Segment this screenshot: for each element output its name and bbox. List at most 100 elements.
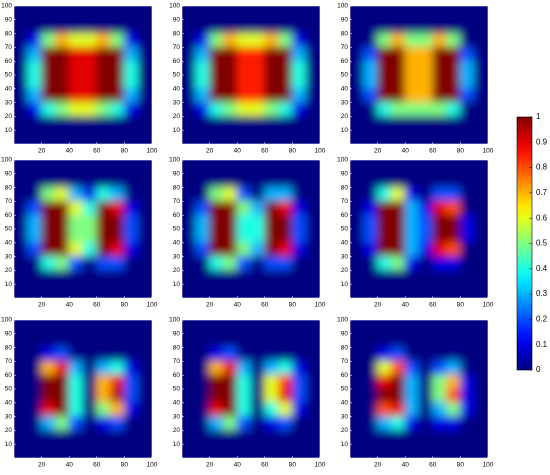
heatmap-cell: [305, 256, 320, 271]
y-tick-label: 60: [5, 372, 13, 379]
heatmap-cell: [68, 74, 84, 90]
x-tick-label: 60: [261, 462, 269, 469]
heatmap-cell: [209, 6, 224, 21]
heatmap-cell: [432, 6, 448, 21]
heatmap-cell: [54, 46, 70, 62]
heatmap-cell: [432, 256, 448, 271]
heatmap-cell: [264, 19, 280, 35]
x-tick-label: 60: [93, 148, 101, 155]
heatmap-cell: [14, 88, 29, 104]
heatmap-cell: [182, 242, 197, 258]
y-tick-label: 40: [5, 240, 13, 247]
heatmap-cell: [390, 160, 406, 175]
heatmap-cell: [27, 388, 43, 404]
heatmap-cell: [363, 360, 379, 376]
y-tick-label: 70: [5, 198, 13, 205]
heatmap-cell: [363, 88, 379, 104]
heatmap-cell: [82, 374, 98, 390]
heatmap-cell: [96, 320, 112, 335]
heatmap-cell: [182, 347, 197, 362]
heatmap-cell: [264, 173, 280, 189]
heatmap-cell: [264, 214, 280, 230]
y-tick-label: 30: [173, 413, 181, 420]
heatmap-cells: [182, 160, 320, 298]
y-tick-label: 80: [5, 30, 13, 37]
heatmap-cell: [14, 256, 29, 271]
heatmap-cell: [350, 402, 365, 418]
heatmap-cell: [137, 320, 152, 335]
x-tick-label: 20: [206, 148, 214, 155]
heatmap-cell: [418, 360, 434, 376]
heatmap-cell: [96, 429, 112, 445]
y-tick-label: 100: [1, 317, 12, 324]
heatmap-cell: [236, 416, 252, 431]
heatmap-cell: [278, 160, 293, 175]
heatmap-cell: [278, 320, 293, 335]
x-tick-label: 20: [374, 462, 382, 469]
heatmap-cell: [123, 214, 139, 230]
heatmap-cell: [82, 214, 98, 230]
x-tick-label: 20: [38, 148, 46, 155]
heatmap-cell: [14, 102, 29, 117]
colorbar-tick-label: 0.3: [536, 289, 548, 298]
heatmap-cell: [96, 33, 112, 48]
heatmap-cell: [209, 74, 224, 90]
heatmap-cell: [123, 88, 139, 104]
heatmap-cell: [68, 173, 84, 189]
heatmap-cell: [432, 88, 448, 104]
heatmap-cell: [14, 129, 29, 144]
heatmap-cell: [305, 429, 320, 445]
heatmap-cell: [278, 443, 293, 458]
heatmap-cell: [96, 187, 112, 202]
heatmap-cell: [390, 333, 406, 349]
heatmap-cell: [305, 214, 320, 230]
heatmap-cell: [250, 6, 266, 21]
heatmap-cell: [278, 429, 293, 445]
x-tick-label: 40: [234, 462, 242, 469]
heatmap-cell: [96, 115, 112, 131]
y-tick-label: 100: [337, 317, 348, 324]
heatmap-cell: [236, 429, 252, 445]
heatmap-cell: [96, 102, 112, 117]
heatmap-cell: [377, 6, 392, 21]
heatmap-cell: [14, 347, 29, 362]
heatmap-cell: [54, 160, 70, 175]
heatmap-cell: [446, 269, 461, 285]
heatmap-cell: [264, 74, 280, 90]
heatmap-cell: [459, 374, 475, 390]
heatmap-cell: [209, 443, 224, 458]
heatmap-cell: [14, 74, 29, 90]
heatmap-cell: [209, 60, 224, 76]
y-tick-label: 20: [173, 113, 181, 120]
x-tick-label: 40: [234, 148, 242, 155]
heatmap-cell: [96, 256, 112, 271]
heatmap-cell: [110, 187, 125, 202]
heatmap-cell: [110, 19, 125, 35]
heatmap-cell: [222, 102, 238, 117]
heatmap-cell: [278, 173, 293, 189]
heatmap-cell: [14, 416, 29, 431]
y-tick-label: 90: [173, 17, 181, 24]
heatmap-cell: [377, 187, 392, 202]
heatmap-cell: [446, 320, 461, 335]
heatmap-cell: [390, 129, 406, 144]
heatmap-cell: [195, 347, 211, 362]
heatmap-cell: [222, 388, 238, 404]
heatmap-cell: [222, 6, 238, 21]
heatmap-cell: [222, 347, 238, 362]
heatmap-cell: [278, 256, 293, 271]
heatmap-cell: [305, 347, 320, 362]
heatmap-cell: [291, 19, 307, 35]
heatmap-cell: [96, 402, 112, 418]
heatmap-cell: [363, 242, 379, 258]
heatmap-cell: [291, 173, 307, 189]
heatmap-cell: [27, 33, 43, 48]
heatmap-cell: [209, 360, 224, 376]
heatmap-cell: [68, 19, 84, 35]
y-tick-label: 70: [5, 358, 13, 365]
heatmap-cell: [222, 173, 238, 189]
heatmap-cell: [110, 416, 125, 431]
heatmap-cell: [404, 187, 420, 202]
heatmap-cell: [27, 88, 43, 104]
heatmap-cell: [27, 200, 43, 216]
